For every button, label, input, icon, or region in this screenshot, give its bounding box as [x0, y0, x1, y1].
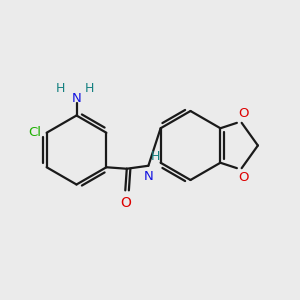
Text: N: N [72, 92, 81, 106]
Text: O: O [239, 170, 249, 184]
Text: Cl: Cl [28, 126, 41, 139]
Text: N: N [144, 170, 154, 183]
Text: H: H [55, 82, 65, 95]
Text: H: H [84, 82, 94, 95]
Text: O: O [239, 107, 249, 120]
Text: H: H [151, 150, 160, 163]
Text: O: O [120, 196, 131, 210]
